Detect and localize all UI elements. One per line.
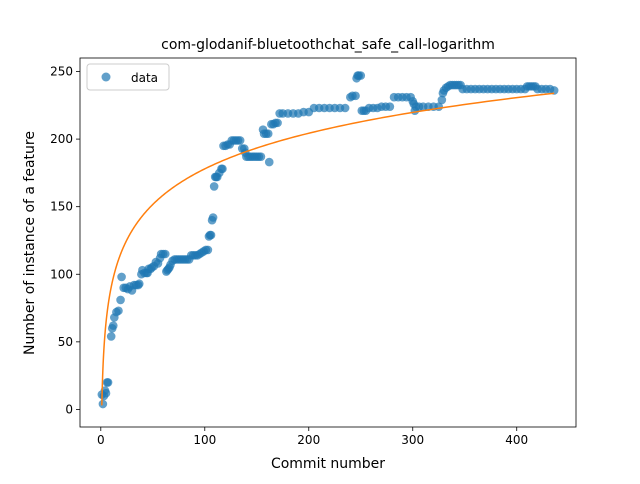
legend-box: [86, 63, 170, 91]
data-point: [101, 388, 111, 398]
data-point: [549, 86, 559, 95]
x-tick-label: 300: [401, 433, 424, 447]
x-tick-label: 400: [505, 433, 528, 447]
data-point: [340, 103, 350, 113]
data-point: [117, 272, 126, 282]
data-point: [263, 129, 273, 138]
data-point: [98, 399, 108, 409]
data-point: [256, 152, 266, 161]
data-point: [385, 102, 395, 111]
x-tick-label: 0: [97, 433, 105, 447]
axes-frame: [79, 57, 577, 428]
data-point: [264, 157, 274, 167]
x-tick-label: 200: [297, 433, 320, 447]
data-point: [209, 182, 219, 191]
data-point: [103, 378, 113, 387]
data-point: [437, 95, 447, 105]
y-tick-label: 250: [50, 65, 73, 79]
data-point: [208, 213, 218, 222]
data-point: [356, 71, 366, 80]
y-tick-label: 150: [50, 200, 73, 214]
axes: 0 100 200 300 400 0 50 100 150 200 250: [50, 57, 577, 447]
data-point: [206, 230, 216, 240]
legend-label-data: data: [131, 71, 158, 85]
x-tick-label: 100: [193, 433, 216, 447]
y-axis-label: Number of instance of a feature: [22, 131, 38, 355]
y-tick-label: 50: [58, 335, 73, 349]
plot-area: [97, 71, 559, 409]
data-point: [218, 164, 227, 174]
data-point: [351, 91, 360, 101]
data-point: [114, 306, 123, 316]
data-point: [273, 118, 282, 128]
fit-line: [101, 92, 555, 406]
data-point: [235, 136, 245, 145]
chart-title: com-glodanif-bluetoothchat_safe_call-log…: [161, 37, 495, 53]
y-tick-label: 0: [65, 402, 73, 416]
legend-marker-data: [101, 72, 111, 82]
data-point: [108, 321, 118, 330]
data-point: [203, 245, 213, 255]
data-point: [106, 332, 116, 341]
y-tick-label: 200: [50, 132, 73, 146]
data-point: [116, 295, 125, 305]
legend: data: [86, 63, 170, 91]
x-axis-label: Commit number: [271, 456, 385, 472]
data-point: [134, 279, 144, 289]
data-point: [160, 249, 170, 259]
y-tick-label: 100: [50, 267, 73, 281]
